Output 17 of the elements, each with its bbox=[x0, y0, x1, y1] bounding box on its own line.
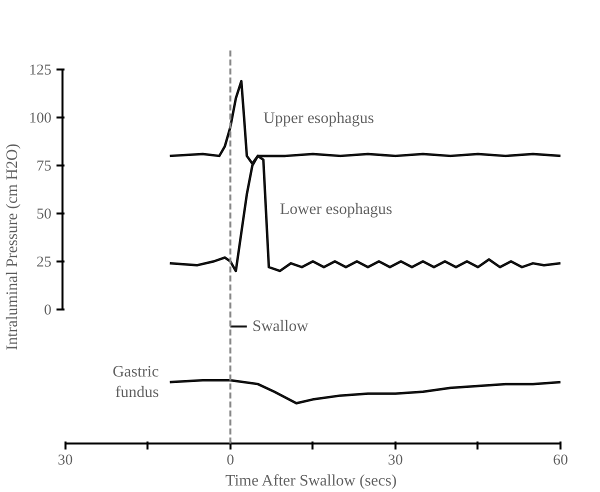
series-label: Upper esophagus bbox=[263, 110, 374, 128]
y-axis-title: Intraluminal Pressure (cm H2O) bbox=[4, 144, 21, 350]
y-tick-label: 0 bbox=[44, 302, 52, 318]
x-tick-label: 30 bbox=[388, 452, 403, 468]
line-series bbox=[168, 378, 560, 404]
series-label: Lower esophagus bbox=[280, 201, 392, 218]
y-tick-label: 125 bbox=[29, 62, 52, 79]
y-tick-label: 25 bbox=[36, 254, 52, 270]
y-tick-label: 100 bbox=[29, 110, 52, 127]
y-tick-label: 50 bbox=[36, 206, 52, 222]
x-tick-label: 30 bbox=[58, 452, 73, 468]
x-tick-label: 0 bbox=[226, 452, 234, 468]
series-label: Gastric fundus bbox=[112, 363, 159, 401]
x-tick-label: 60 bbox=[553, 452, 568, 468]
y-tick-label: 75 bbox=[36, 158, 52, 175]
annotation: Swallow bbox=[252, 318, 309, 336]
x-axis-title: Time After Swallow (secs) bbox=[225, 472, 397, 490]
